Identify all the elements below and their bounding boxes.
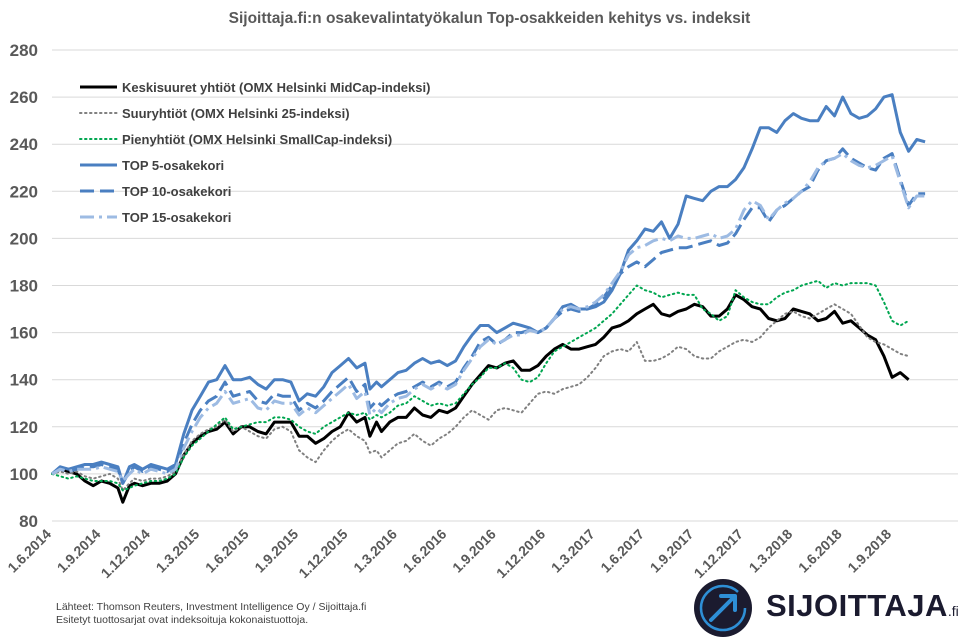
series-line-6 (51, 152, 926, 483)
x-tick-label: 1.9.2018 (844, 526, 894, 576)
x-tick-label: 1.6.2014 (4, 526, 54, 576)
legend-label-1: Keskisuuret yhtiöt (OMX Helsinki MidCap-… (122, 80, 430, 95)
x-tick-label: 1.9.2017 (647, 526, 697, 576)
series-lines (51, 93, 926, 504)
series-line-2 (51, 303, 910, 492)
legend-label-2: Suuryhtiöt (OMX Helsinki 25-indeksi) (122, 106, 350, 121)
x-tick-label: 1.6.2017 (597, 526, 647, 576)
y-tick-label: 160 (10, 324, 38, 343)
x-tick-label: 1.6.2018 (795, 526, 845, 576)
y-tick-label: 80 (19, 512, 38, 531)
source-line-1: Lähteet: Thomson Reuters, Investment Int… (56, 601, 367, 613)
series-line-4 (51, 93, 926, 485)
chart-title: Sijoittaja.fi:n osakevalintatyökalun Top… (228, 10, 751, 27)
y-tick-label: 200 (10, 229, 38, 248)
series-line-3 (51, 279, 910, 492)
y-tick-label: 180 (10, 277, 38, 296)
y-tick-label: 220 (10, 182, 38, 201)
source-line-2: Esitetyt tuottosarjat ovat indeksoituja … (56, 614, 309, 626)
legend-label-6: TOP 15-osakekori (122, 210, 231, 225)
logo-name: SIJOITTAJA (766, 588, 948, 623)
x-tick-label: 1.6.2015 (202, 526, 252, 576)
y-tick-label: 140 (10, 371, 38, 390)
x-tick-label: 1.3.2017 (548, 526, 598, 576)
y-tick-label: 260 (10, 88, 38, 107)
x-tick-label: 1.3.2015 (153, 526, 203, 576)
x-tick-label: 1.9.2016 (449, 526, 499, 576)
y-tick-label: 240 (10, 135, 38, 154)
legend-label-5: TOP 10-osakekori (122, 184, 231, 199)
y-tick-label: 120 (10, 418, 38, 437)
x-tick-label: 1.3.2018 (746, 526, 796, 576)
logo-wordmark: SIJOITTAJA.fi (766, 588, 959, 624)
y-tick-labels: 80 100 120 140 160 180 200 220 240 260 280 (10, 41, 38, 531)
legend-label-4: TOP 5-osakekori (122, 158, 224, 173)
x-tick-label: 1.12.2016 (493, 526, 549, 582)
x-tick-label: 1.12.2017 (691, 526, 747, 582)
source-note: Lähteet: Thomson Reuters, Investment Int… (56, 601, 366, 627)
y-tick-label: 100 (10, 465, 38, 484)
grid-lines (52, 49, 958, 522)
logo-suffix: .fi (947, 603, 959, 619)
x-tick-label: 1.9.2014 (54, 526, 104, 576)
legend: Keskisuuret yhtiöt (OMX Helsinki MidCap-… (79, 80, 430, 225)
x-tick-label: 1.9.2015 (251, 526, 301, 576)
x-tick-label: 1.6.2016 (400, 526, 450, 576)
x-tick-label: 1.12.2015 (295, 526, 351, 582)
y-tick-label: 280 (10, 41, 38, 60)
x-tick-label: 1.3.2016 (350, 526, 400, 576)
x-tick-label: 1.12.2014 (98, 526, 154, 582)
sijoittaja-logo: SIJOITTAJA.fi (692, 579, 979, 637)
legend-label-3: Pienyhtiöt (OMX Helsinki SmallCap-indeks… (122, 132, 392, 147)
arrow-up-right-circle-icon (694, 579, 752, 637)
